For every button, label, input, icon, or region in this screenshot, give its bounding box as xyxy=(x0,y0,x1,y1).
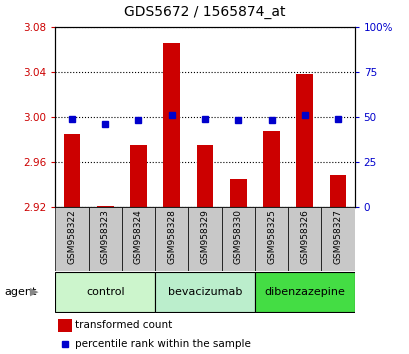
Text: GDS5672 / 1565874_at: GDS5672 / 1565874_at xyxy=(124,5,285,19)
Bar xyxy=(263,131,279,207)
Bar xyxy=(155,207,188,271)
Text: dibenzazepine: dibenzazepine xyxy=(264,287,344,297)
Bar xyxy=(296,74,312,207)
Bar xyxy=(63,134,80,207)
Text: GSM958322: GSM958322 xyxy=(67,209,76,264)
Text: GSM958324: GSM958324 xyxy=(134,209,143,264)
Bar xyxy=(121,207,155,271)
Text: GSM958325: GSM958325 xyxy=(266,209,275,264)
Bar xyxy=(55,272,155,313)
Text: ▶: ▶ xyxy=(29,287,38,297)
Bar xyxy=(229,179,246,207)
Bar xyxy=(155,272,254,313)
Text: agent: agent xyxy=(4,287,36,297)
Text: GSM958329: GSM958329 xyxy=(200,209,209,264)
Text: GSM958326: GSM958326 xyxy=(299,209,308,264)
Text: control: control xyxy=(86,287,124,297)
Bar xyxy=(254,272,354,313)
Bar xyxy=(88,207,121,271)
Text: transformed count: transformed count xyxy=(74,320,172,330)
Bar xyxy=(321,207,354,271)
Bar xyxy=(97,206,113,207)
Text: GSM958328: GSM958328 xyxy=(167,209,176,264)
Text: bevacizumab: bevacizumab xyxy=(167,287,242,297)
Bar xyxy=(196,145,213,207)
Text: GSM958323: GSM958323 xyxy=(101,209,110,264)
Bar xyxy=(130,145,146,207)
Bar xyxy=(254,207,288,271)
Bar xyxy=(188,207,221,271)
Bar xyxy=(221,207,254,271)
Bar xyxy=(288,207,321,271)
Bar xyxy=(58,319,72,332)
Text: percentile rank within the sample: percentile rank within the sample xyxy=(74,339,250,349)
Bar xyxy=(163,44,180,207)
Text: GSM958327: GSM958327 xyxy=(333,209,342,264)
Bar xyxy=(55,207,88,271)
Bar xyxy=(329,176,346,207)
Text: GSM958330: GSM958330 xyxy=(233,209,242,264)
